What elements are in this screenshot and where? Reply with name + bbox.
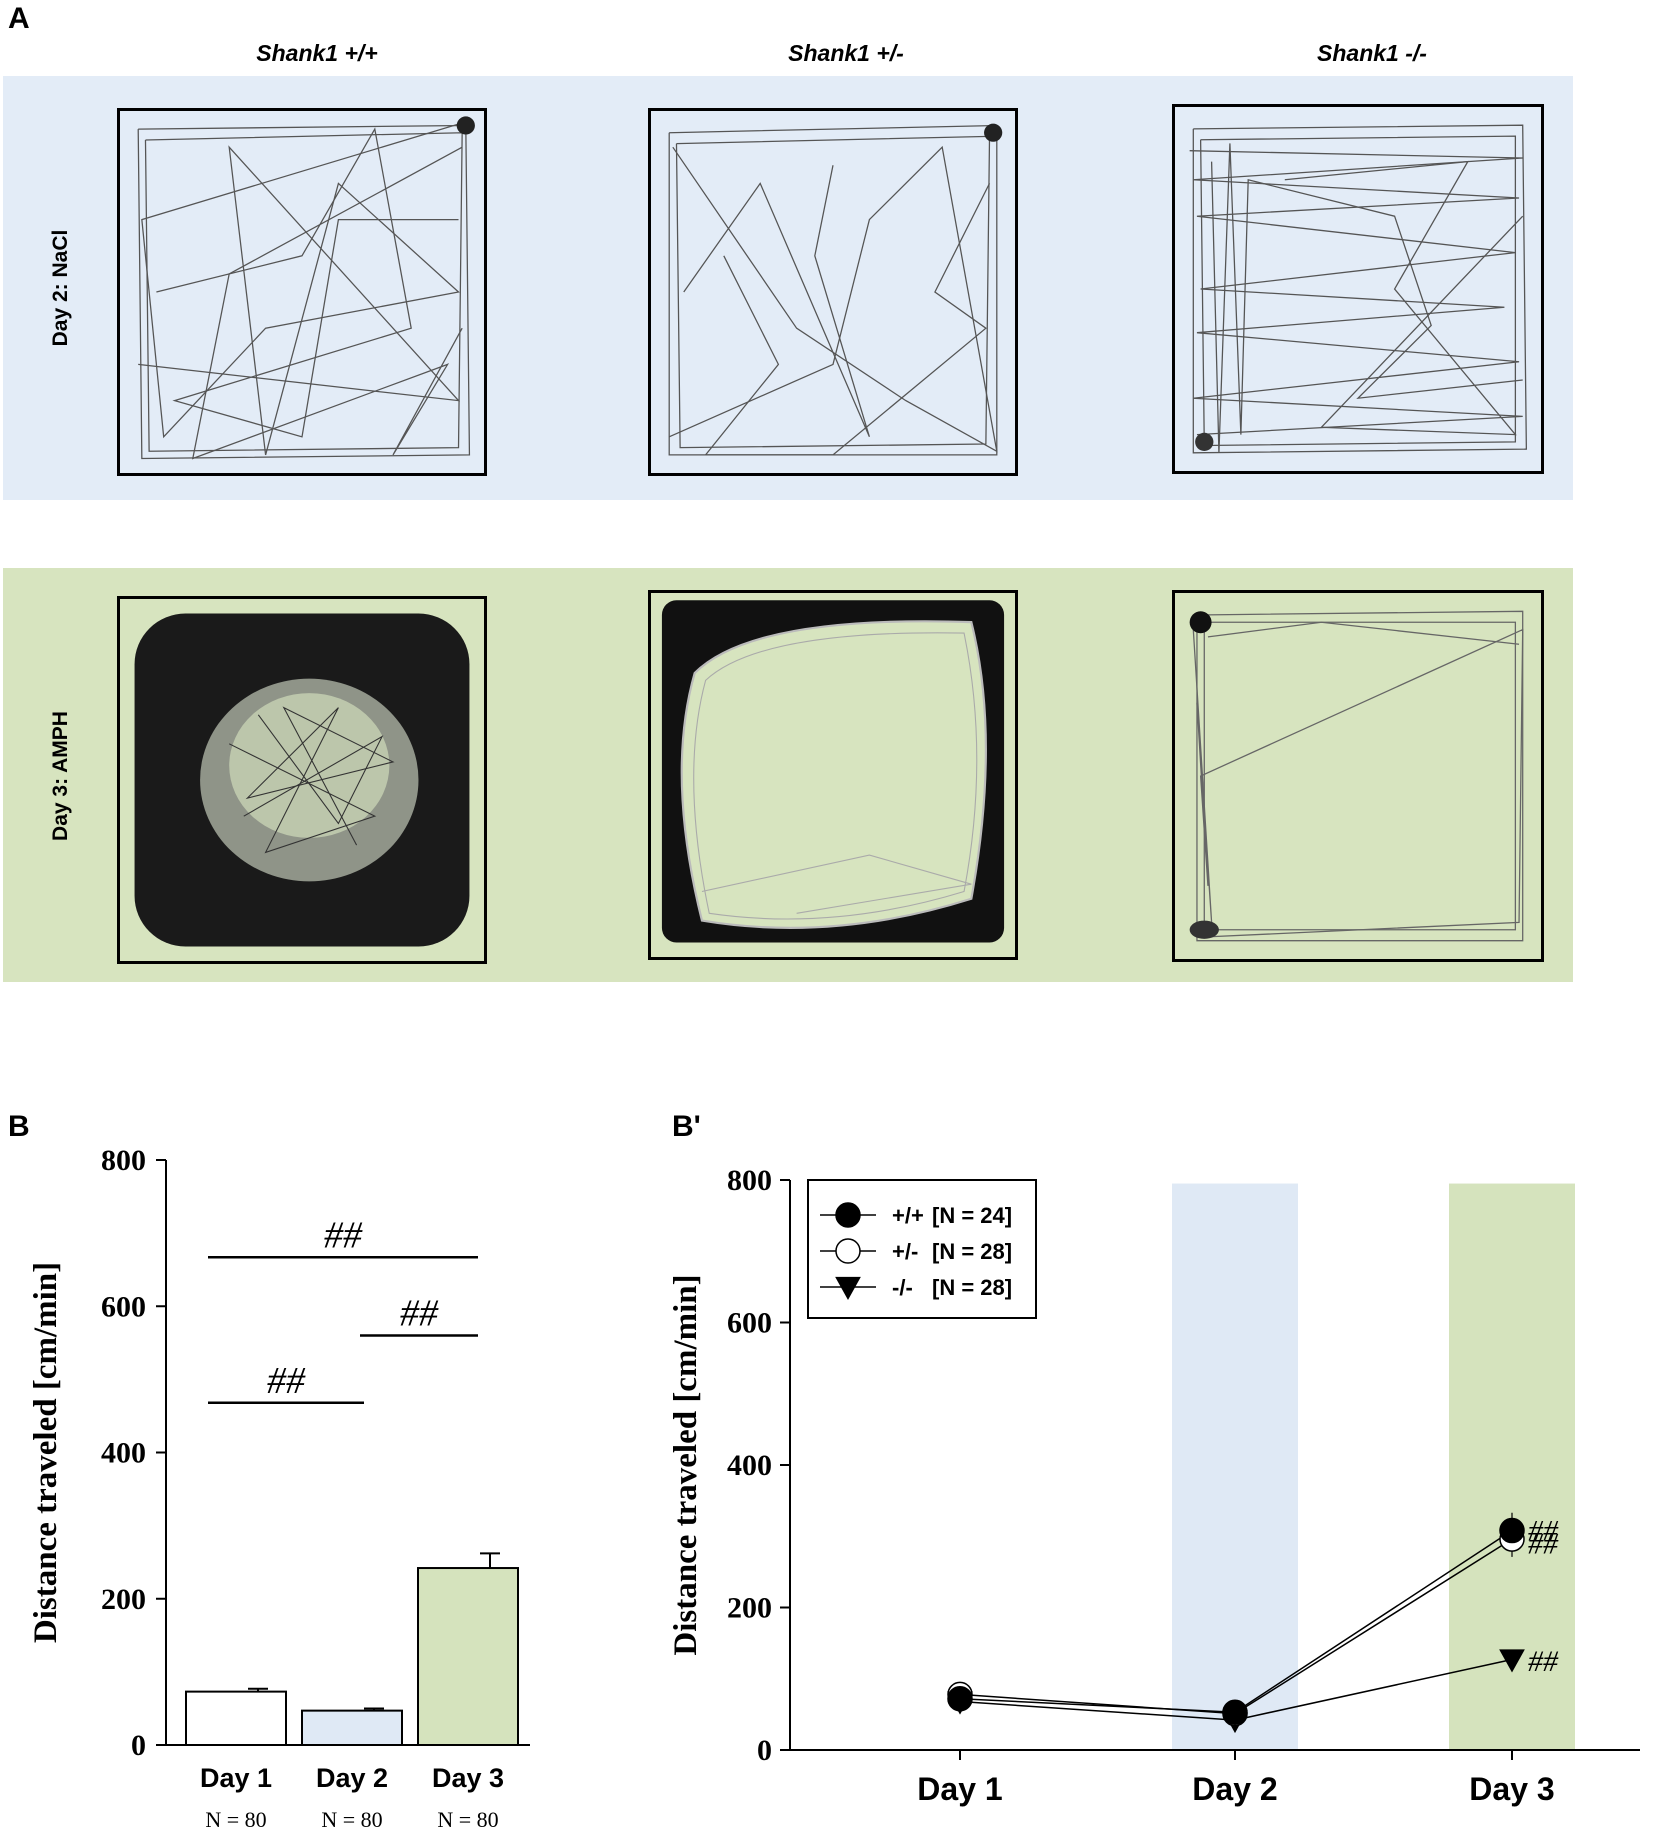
- x-tick-label-1: Day 2: [1192, 1771, 1277, 1807]
- y-tick-label-3: 600: [101, 1290, 146, 1323]
- legend-label-0: +/+: [892, 1203, 924, 1228]
- annotation-1: ##: [1528, 1527, 1559, 1560]
- x-tick-label-2: Day 3: [432, 1763, 504, 1793]
- track-path-amph-wt: [134, 613, 470, 947]
- legend-marker-2: [835, 1276, 861, 1301]
- track-arena-amph-het: [648, 590, 1018, 960]
- annotation-2: ##: [1528, 1645, 1559, 1678]
- series-point-2-2: [1499, 1649, 1525, 1673]
- y-tick-label-3: 600: [727, 1307, 772, 1340]
- track-path-nacl-ko: [1189, 124, 1528, 454]
- sample-size-0: N = 80: [205, 1807, 266, 1832]
- track-path-amph-het: [661, 600, 1005, 943]
- legend-marker-0: [835, 1202, 861, 1228]
- legend-label-1: +/-: [892, 1239, 918, 1264]
- legend-marker-1: [835, 1238, 861, 1264]
- row-header-amph: Day 3: AMPH: [49, 711, 72, 841]
- y-tick-label-0: 0: [757, 1734, 772, 1767]
- sample-size-2: N = 80: [437, 1807, 498, 1832]
- track-path-amph-ko: [1189, 610, 1524, 942]
- y-axis-label: Distance traveled [cm/min]: [28, 1262, 64, 1643]
- y-tick-label-2: 400: [727, 1449, 772, 1482]
- x-tick-label-0: Day 1: [200, 1763, 272, 1793]
- y-axis-label: Distance traveled [cm/min]: [668, 1274, 704, 1655]
- y-tick-label-1: 200: [101, 1583, 146, 1616]
- track-arena-nacl-ko: [1172, 104, 1544, 474]
- chart-b: 0 200 400 600 800 Distance traveled [cm/min] D…: [28, 1144, 530, 1832]
- y-tick-label-0: 0: [131, 1729, 146, 1762]
- column-header-het: Shank1 +/-: [788, 40, 904, 66]
- background-band-0: [1172, 1183, 1298, 1750]
- track-path-nacl-het: [668, 123, 1003, 456]
- y-tick-label-4: 800: [727, 1164, 772, 1197]
- panel-b-label: B: [8, 1110, 30, 1143]
- x-tick-label-1: Day 2: [316, 1763, 388, 1793]
- panel-a-label: A: [8, 2, 30, 35]
- track-arena-nacl-het: [648, 108, 1018, 476]
- bar-0: [185, 1690, 287, 1747]
- significance-label-2: ##: [267, 1360, 306, 1402]
- series-point-0-2: [1499, 1517, 1525, 1544]
- column-header-ko: Shank1 -/-: [1317, 40, 1427, 66]
- series-point-0-0: [947, 1685, 973, 1712]
- track-arena-amph-wt: [117, 596, 487, 964]
- y-tick-label-1: 200: [727, 1592, 772, 1625]
- annotation-0: ##: [1528, 1515, 1559, 1548]
- chart-b-prime: 0 200 400 600 800 Distance traveled [cm/min] D…: [668, 1164, 1640, 1807]
- y-tick-label-2: 400: [101, 1437, 146, 1470]
- series-point-0-1: [1222, 1699, 1248, 1725]
- x-tick-label-2: Day 3: [1469, 1771, 1554, 1807]
- track-arena-nacl-wt: [117, 108, 487, 476]
- legend-n-0: [N = 24]: [932, 1203, 1012, 1228]
- x-tick-label-0: Day 1: [917, 1771, 1002, 1807]
- sample-size-1: N = 80: [321, 1807, 382, 1832]
- bar-1: [301, 1709, 403, 1746]
- track-arena-amph-ko: [1172, 590, 1544, 962]
- nacl-band: [3, 76, 1573, 500]
- row-header-nacl: Day 2: NaCl: [49, 229, 72, 347]
- bar-2: [417, 1567, 519, 1746]
- track-path-nacl-wt: [137, 116, 475, 460]
- y-tick-label-4: 800: [101, 1144, 146, 1177]
- significance-label-1: ##: [400, 1293, 439, 1335]
- column-header-wt: Shank1 +/+: [256, 40, 378, 66]
- legend-label-2: -/-: [892, 1275, 913, 1300]
- panel-b2-label: B': [672, 1110, 701, 1143]
- legend-n-1: [N = 28]: [932, 1239, 1012, 1264]
- significance-label-0: ##: [324, 1214, 363, 1256]
- legend-n-2: [N = 28]: [932, 1275, 1012, 1300]
